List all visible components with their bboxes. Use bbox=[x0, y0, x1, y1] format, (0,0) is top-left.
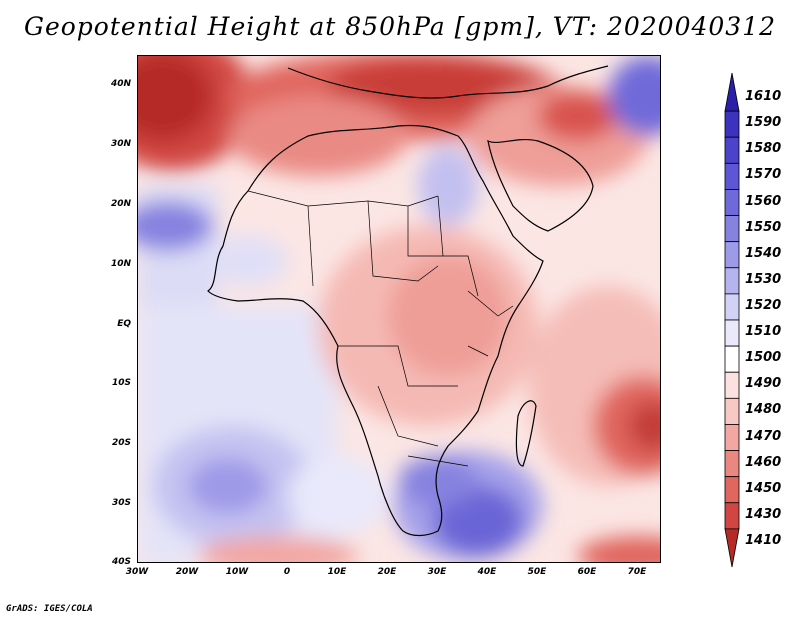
colorbar-swatch bbox=[724, 528, 740, 568]
y-tick-label: 30N bbox=[110, 139, 131, 149]
colorbar bbox=[724, 72, 740, 568]
madagascar-outline bbox=[515, 400, 537, 467]
africa-outline bbox=[207, 124, 544, 537]
colorbar-label: 1500 bbox=[745, 350, 782, 366]
x-tick-label: 0 bbox=[283, 567, 291, 577]
y-tick-label: 10S bbox=[111, 378, 131, 388]
colorbar-label: 1540 bbox=[745, 245, 782, 261]
colorbar-swatch bbox=[724, 241, 740, 269]
country-borders bbox=[247, 190, 514, 467]
x-tick-label: 40E bbox=[477, 567, 497, 577]
x-tick-label: 30W bbox=[125, 567, 149, 577]
y-tick-label: EQ bbox=[117, 319, 131, 329]
colorbar-label: 1430 bbox=[745, 506, 782, 522]
map-panel bbox=[137, 55, 661, 563]
colorbar-swatch bbox=[724, 424, 740, 451]
colorbar-label: 1570 bbox=[745, 167, 782, 183]
x-tick-label: 60E bbox=[577, 567, 597, 577]
y-tick-label: 10N bbox=[110, 259, 131, 269]
arabia-outline bbox=[487, 138, 594, 232]
colorbar-swatch bbox=[724, 136, 740, 164]
colorbar-label: 1580 bbox=[745, 141, 782, 157]
colorbar-swatch bbox=[724, 72, 740, 112]
europe-coast bbox=[287, 65, 609, 99]
colorbar-label: 1460 bbox=[745, 454, 782, 470]
colorbar-swatch bbox=[724, 293, 740, 321]
colorbar-swatch bbox=[724, 476, 740, 504]
colorbar-label: 1470 bbox=[745, 428, 782, 444]
height-field-map bbox=[138, 56, 660, 562]
colorbar-label: 1610 bbox=[745, 89, 782, 105]
credit-label: GrADS: IGES/COLA bbox=[6, 604, 93, 614]
colorbar-label: 1480 bbox=[745, 402, 782, 418]
x-tick-label: 10E bbox=[327, 567, 347, 577]
colorbar-label: 1560 bbox=[745, 193, 782, 209]
colorbar-swatch bbox=[724, 110, 740, 138]
x-tick-label: 20E bbox=[377, 567, 397, 577]
colorbar-swatch bbox=[724, 162, 740, 190]
x-tick-label: 20W bbox=[175, 567, 199, 577]
colorbar-swatch bbox=[724, 397, 740, 425]
height-field-shading bbox=[138, 56, 660, 562]
x-tick-label: 30E bbox=[427, 567, 447, 577]
colorbar-swatch bbox=[724, 450, 740, 478]
y-tick-label: 40S bbox=[111, 557, 131, 567]
coastlines bbox=[207, 65, 609, 537]
colorbar-label: 1510 bbox=[745, 324, 782, 340]
x-tick-label: 70E bbox=[627, 567, 647, 577]
colorbar-swatch bbox=[724, 319, 740, 347]
chart-title: Geopotential Height at 850hPa [gpm], VT:… bbox=[23, 12, 777, 41]
colorbar-label: 1550 bbox=[745, 219, 782, 235]
y-tick-label: 20N bbox=[110, 199, 131, 209]
colorbar-swatch bbox=[724, 502, 740, 530]
colorbar-label: 1450 bbox=[745, 480, 782, 496]
colorbar-swatch bbox=[724, 189, 740, 216]
colorbar-label: 1520 bbox=[745, 297, 782, 313]
y-tick-label: 40N bbox=[110, 79, 131, 89]
colorbar-label: 1530 bbox=[745, 271, 782, 287]
y-tick-label: 20S bbox=[111, 438, 131, 448]
colorbar-swatch bbox=[724, 267, 740, 295]
colorbar-swatch bbox=[724, 345, 740, 373]
colorbar-swatch bbox=[724, 215, 740, 243]
colorbar-swatch bbox=[724, 371, 740, 399]
x-tick-label: 10W bbox=[225, 567, 249, 577]
colorbar-label: 1490 bbox=[745, 376, 782, 392]
colorbar-label: 1410 bbox=[745, 532, 782, 548]
colorbar-label: 1590 bbox=[745, 115, 782, 131]
y-tick-label: 30S bbox=[111, 498, 131, 508]
x-tick-label: 50E bbox=[527, 567, 547, 577]
